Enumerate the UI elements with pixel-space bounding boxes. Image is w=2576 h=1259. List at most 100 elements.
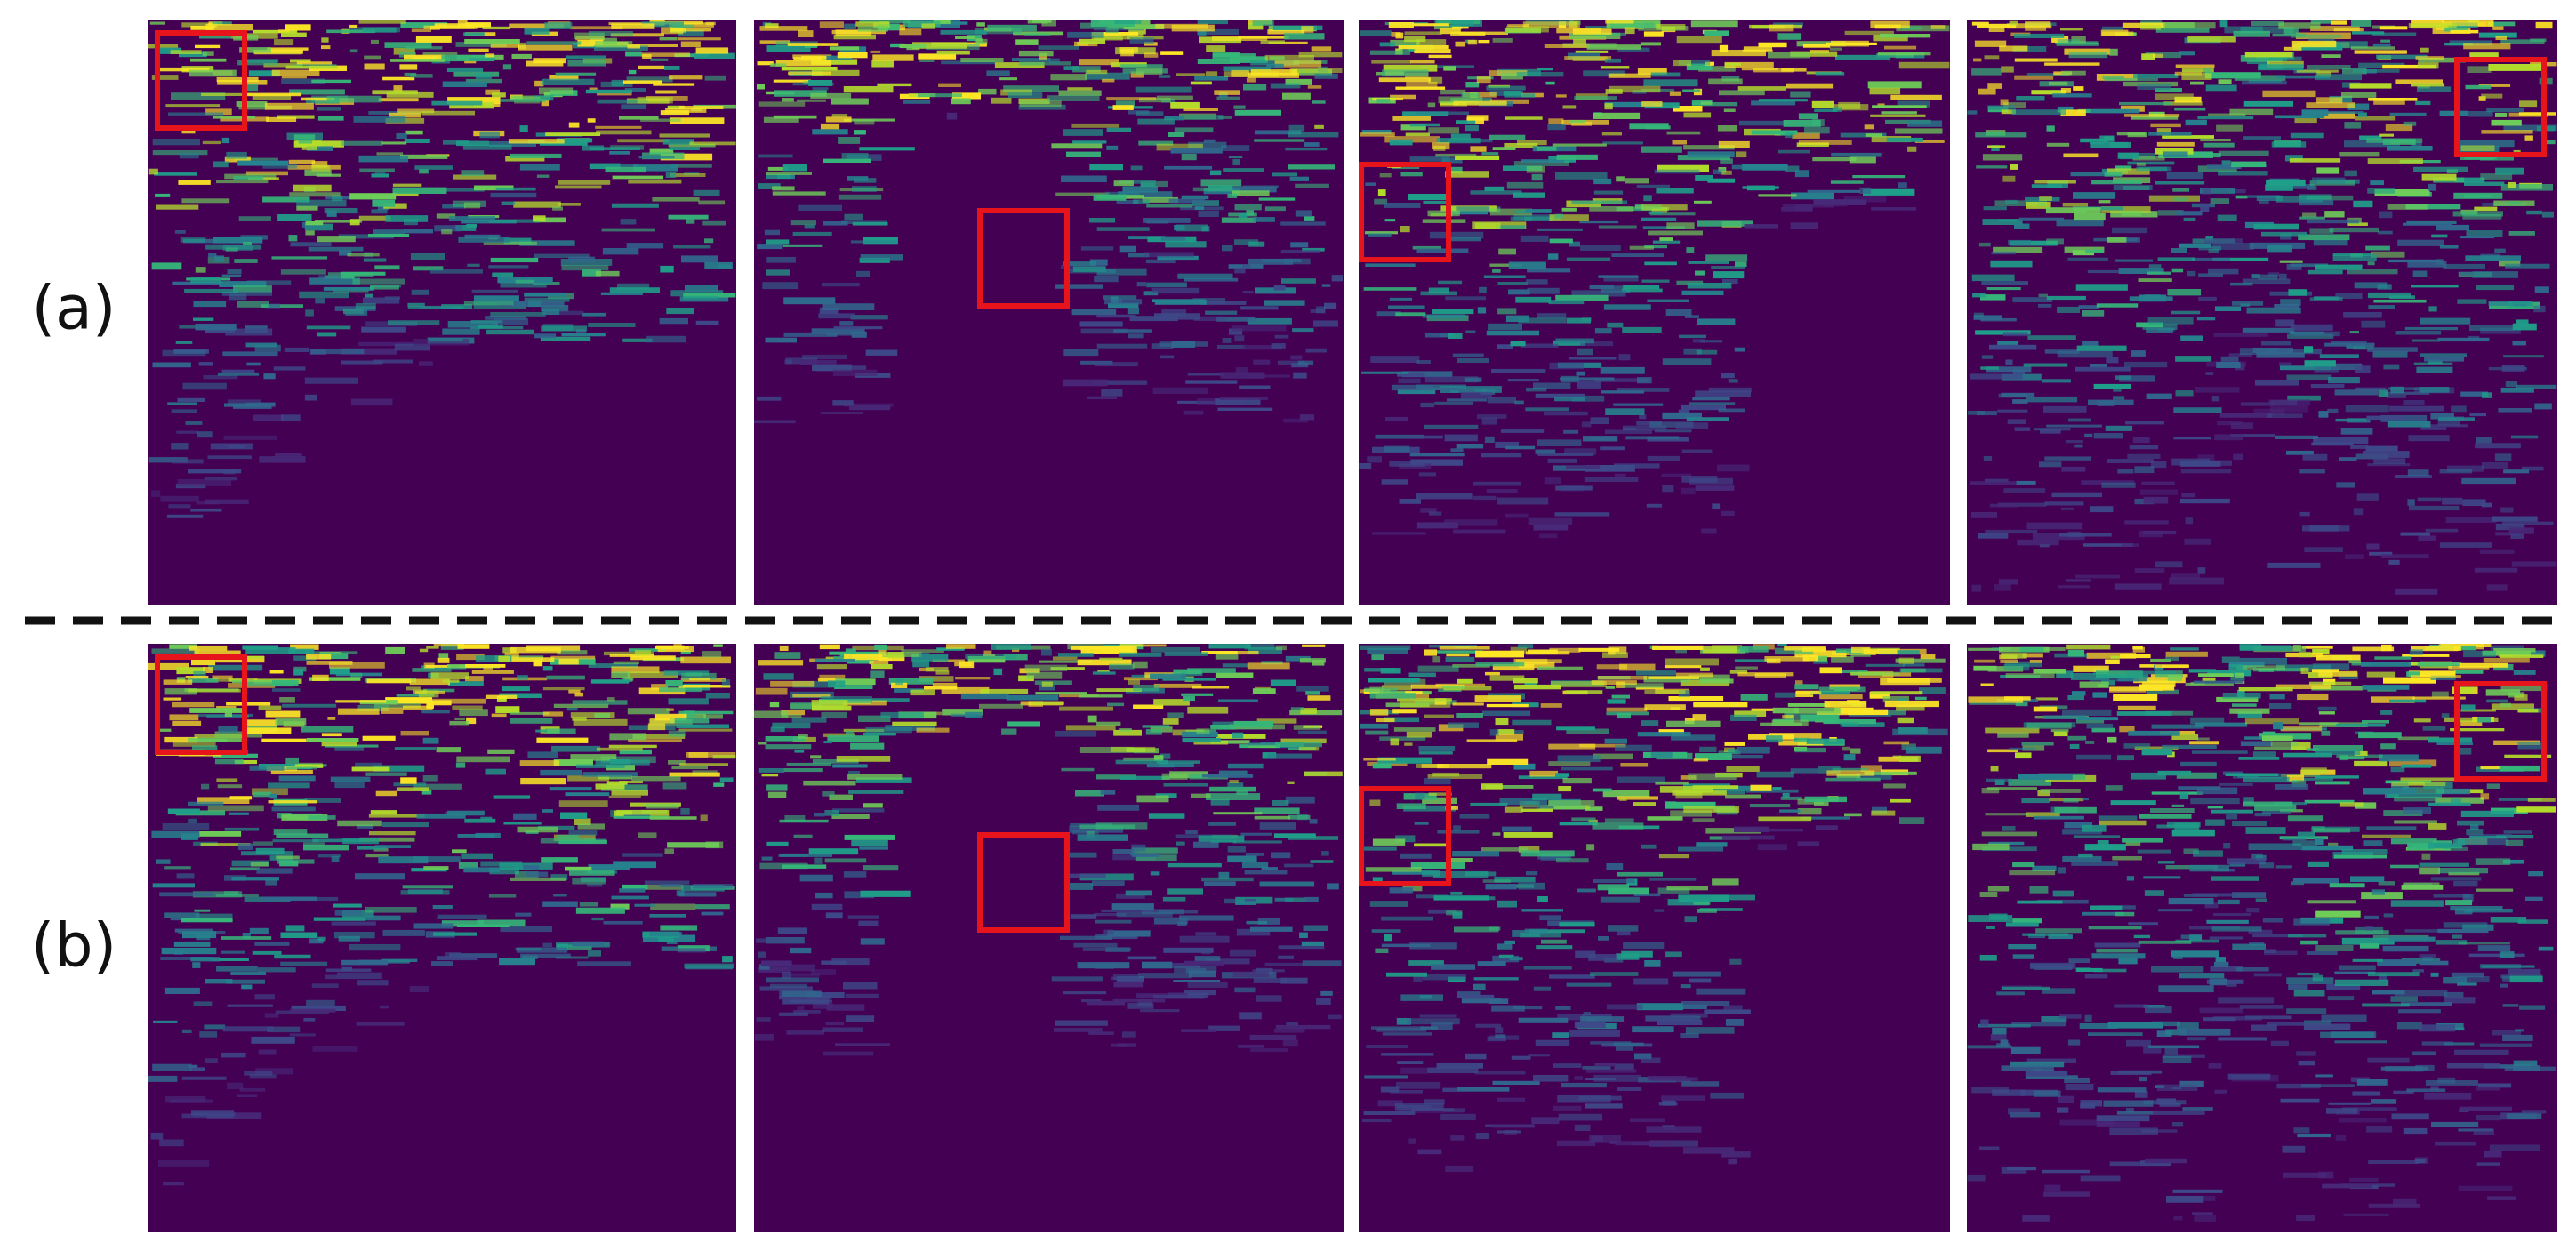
spectrogram-streak	[1223, 66, 1271, 71]
spectrogram-streak	[263, 63, 303, 68]
spectrogram-streak	[1622, 288, 1663, 293]
spectrogram-streak	[464, 60, 477, 64]
spectrogram-streak	[1497, 344, 1513, 349]
spectrogram-streak	[2116, 1111, 2154, 1115]
spectrogram-streak	[500, 926, 552, 933]
spectrogram-streak	[1621, 950, 1653, 958]
spectrogram-streak	[1187, 373, 1225, 376]
spectrogram-streak	[1392, 116, 1431, 121]
spectrogram-streak	[2316, 654, 2361, 661]
spectrogram-streak	[2190, 682, 2205, 686]
spectrogram-streak	[485, 316, 526, 320]
spectrogram-streak	[2229, 708, 2270, 714]
spectrogram-streak	[1485, 884, 1517, 890]
spectrogram-streak	[1764, 656, 1810, 662]
spectrogram-streak	[2367, 158, 2423, 164]
spectrogram-streak	[2075, 366, 2131, 372]
spectrogram-streak	[276, 855, 300, 860]
spectrogram-streak	[1457, 678, 1473, 684]
spectrogram-streak	[1465, 871, 1497, 877]
spectrogram-streak	[1433, 25, 1463, 30]
spectrogram-streak	[1495, 733, 1523, 741]
spectrogram-streak	[180, 237, 206, 243]
spectrogram-streak	[1072, 266, 1106, 272]
spectrogram-streak	[155, 859, 171, 864]
spectrogram-streak	[1437, 764, 1492, 769]
spectrogram-streak	[2044, 1184, 2061, 1191]
spectrogram-streak	[1420, 402, 1435, 408]
spectrogram-streak	[1536, 146, 1557, 151]
spectrogram-streak	[2173, 197, 2187, 202]
spectrogram-streak	[860, 938, 885, 945]
spectrogram-streak	[2189, 934, 2203, 941]
spectrogram-streak	[2275, 319, 2295, 327]
spectrogram-streak	[1381, 479, 1408, 485]
spectrogram-streak	[1162, 896, 1186, 902]
spectrogram-streak	[869, 660, 889, 665]
spectrogram-streak	[871, 664, 893, 670]
spectrogram-streak	[767, 166, 789, 171]
spectrogram-streak	[2155, 88, 2182, 92]
spectrogram-streak	[1736, 746, 1770, 754]
spectrogram-streak	[2205, 72, 2261, 79]
spectrogram-streak	[1510, 646, 1528, 654]
spectrogram-streak	[2290, 132, 2324, 139]
spectrogram-streak	[2226, 983, 2237, 987]
spectrogram-streak	[1473, 977, 1519, 981]
spectrogram-streak	[1405, 691, 1423, 694]
spectrogram-streak	[208, 664, 263, 671]
spectrogram-streak	[2224, 26, 2263, 34]
spectrogram-streak	[1998, 579, 2018, 585]
spectrogram-streak	[1492, 38, 1513, 43]
spectrogram-streak	[1644, 690, 1686, 694]
spectrogram-streak	[2203, 142, 2235, 148]
spectrogram-streak	[1256, 995, 1282, 1002]
spectrogram-streak	[327, 717, 336, 720]
spectrogram-streak	[202, 51, 214, 56]
spectrogram-streak	[2286, 774, 2305, 782]
spectrogram-streak	[2075, 284, 2128, 291]
spectrogram-streak	[163, 679, 193, 685]
spectrogram-streak	[164, 987, 200, 994]
spectrogram-streak	[495, 187, 536, 191]
spectrogram-streak	[2140, 25, 2161, 30]
spectrogram-streak	[474, 185, 514, 191]
spectrogram-streak	[382, 822, 429, 828]
spectrogram-streak	[991, 97, 1012, 104]
spectrogram-streak	[2509, 975, 2543, 983]
spectrogram-streak	[2131, 350, 2146, 357]
spectrogram-streak	[1142, 961, 1173, 969]
spectrogram-streak	[668, 760, 686, 765]
spectrogram-streak	[396, 787, 429, 791]
spectrogram-streak	[1019, 100, 1062, 107]
spectrogram-streak	[1447, 209, 1488, 215]
spectrogram-streak	[2163, 22, 2216, 29]
spectrogram-streak	[2393, 1090, 2414, 1094]
spectrogram-streak	[2352, 958, 2383, 962]
spectrogram-streak	[445, 952, 461, 958]
spectrogram-streak	[2469, 836, 2507, 839]
spectrogram-streak	[2443, 977, 2467, 984]
spectrogram-streak	[1481, 417, 1497, 425]
spectrogram-streak	[1897, 100, 1930, 108]
spectrogram-streak	[1603, 275, 1639, 282]
spectrogram-streak	[2088, 926, 2142, 930]
spectrogram-streak	[1408, 194, 1450, 201]
spectrogram-streak	[2242, 81, 2287, 85]
spectrogram-streak	[1981, 281, 2028, 285]
spectrogram-streak	[1850, 653, 1871, 657]
spectrogram-streak	[2214, 434, 2243, 441]
spectrogram-streak	[438, 25, 475, 29]
spectrogram-streak	[1381, 916, 1433, 921]
spectrogram-streak	[1537, 228, 1583, 231]
spectrogram-streak	[1179, 935, 1230, 943]
spectrogram-streak	[606, 697, 615, 702]
spectrogram-streak	[541, 857, 578, 863]
spectrogram-streak	[912, 42, 967, 49]
spectrogram-streak	[2419, 1024, 2456, 1032]
spectrogram-streak	[1527, 287, 1560, 294]
spectrogram-streak	[670, 718, 710, 724]
spectrogram-streak	[485, 768, 506, 775]
spectrogram-streak	[2452, 686, 2475, 694]
spectrogram-streak	[276, 833, 329, 838]
